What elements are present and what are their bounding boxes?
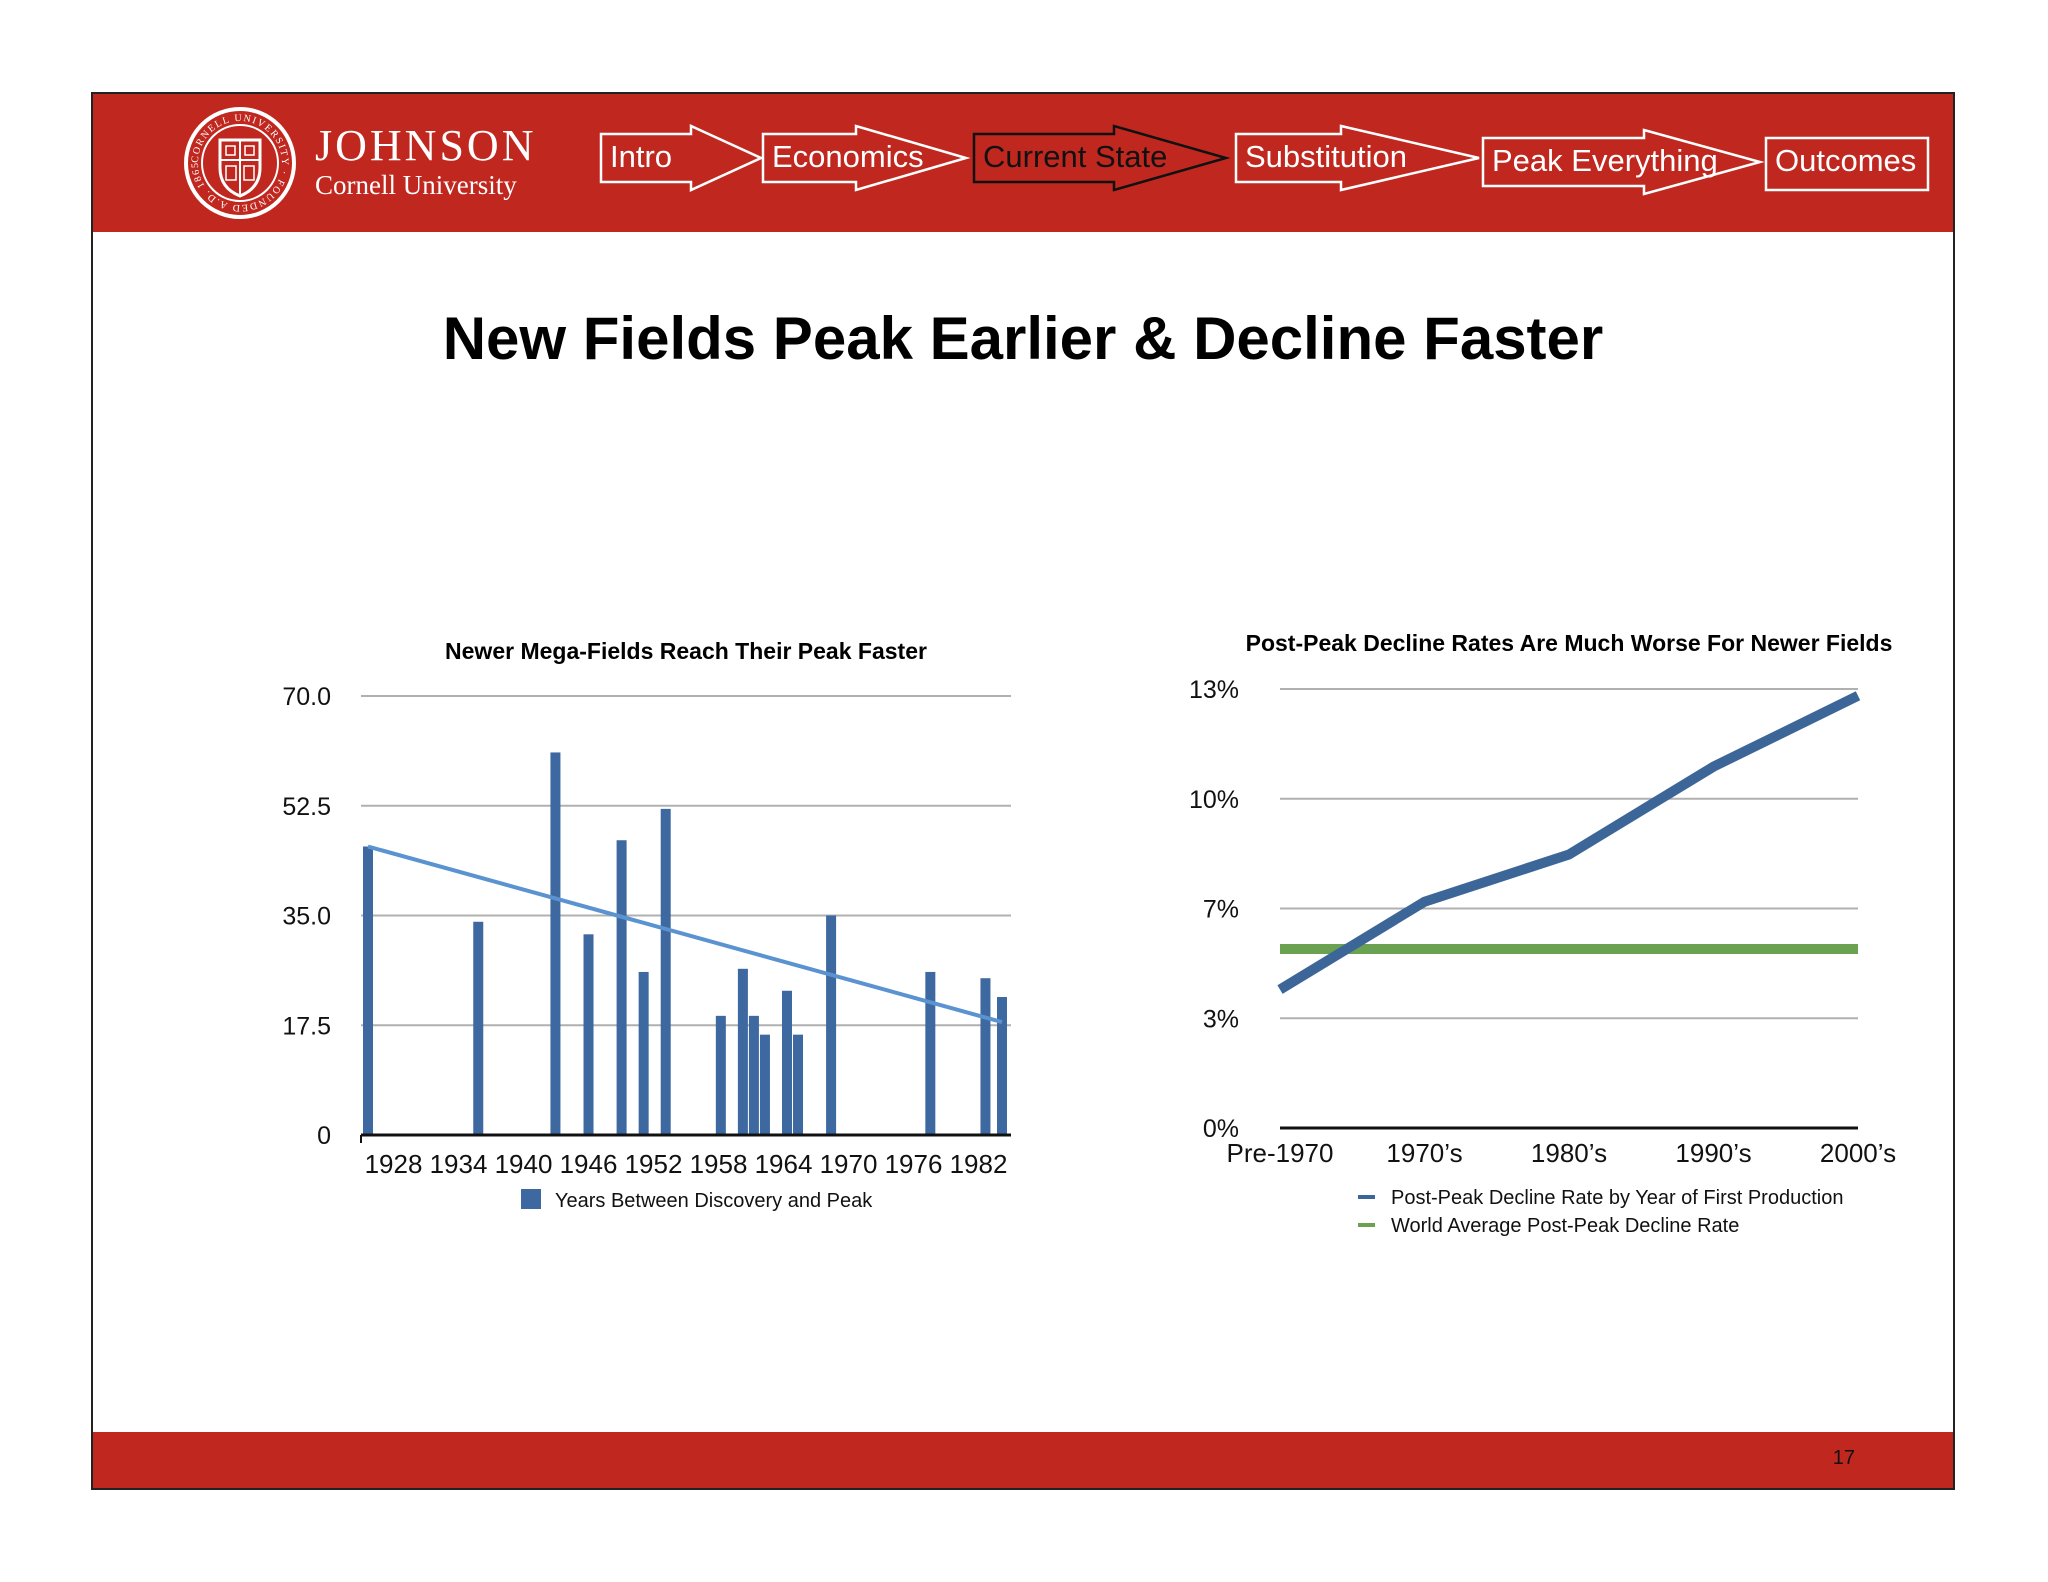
nav-current-state[interactable]: Current State: [983, 139, 1168, 174]
header-bar: CORNELL UNIVERSITY · FOUNDED A.D. 1865 J…: [93, 94, 1953, 232]
decline-rate-line: [1277, 691, 1861, 994]
bar: [980, 978, 991, 1135]
brand-name: JOHNSON: [315, 121, 537, 170]
bar-x-tick-label: 1946: [560, 1149, 618, 1179]
bar-y-tick-label: 0: [317, 1122, 331, 1150]
line-legend-label: Post-Peak Decline Rate by Year of First …: [1391, 1187, 1843, 1209]
bar: [997, 997, 1007, 1135]
bar: [638, 971, 649, 1135]
line-y-tick-label: 10%: [1189, 786, 1239, 814]
bar-chart: Newer Mega-Fields Reach Their Peak Faste…: [282, 638, 1011, 1212]
brand-logotype: JOHNSON Cornell University: [315, 121, 537, 201]
bar-chart-title: Newer Mega-Fields Reach Their Peak Faste…: [445, 638, 927, 664]
bar: [925, 971, 936, 1135]
line-y-tick-label: 0%: [1203, 1115, 1239, 1143]
cornell-seal-logo: CORNELL UNIVERSITY · FOUNDED A.D. 1865: [184, 107, 296, 219]
bar-x-tick-label: 1970: [820, 1149, 878, 1179]
bar-x-tick-label: 1940: [495, 1149, 553, 1179]
bar-x-tick-label: 1964: [755, 1149, 813, 1179]
nav-substitution[interactable]: Substitution: [1245, 139, 1407, 174]
line-chart: Post-Peak Decline Rates Are Much Worse F…: [1189, 630, 1896, 1237]
bar-y-tick-label: 35.0: [282, 903, 331, 931]
nav-outcomes[interactable]: Outcomes: [1775, 143, 1917, 178]
line-x-tick-label: 1970’s: [1386, 1138, 1462, 1168]
nav-intro[interactable]: Intro: [610, 139, 673, 174]
bar: [737, 968, 748, 1135]
bar: [550, 752, 561, 1135]
line-y-tick-label: 13%: [1189, 676, 1239, 704]
nav-economics[interactable]: Economics: [772, 139, 924, 174]
bar-x-tick-label: 1976: [885, 1149, 943, 1179]
bar-x-tick-label: 1928: [365, 1149, 423, 1179]
bar-x-tick-label: 1958: [690, 1149, 748, 1179]
slide: CORNELL UNIVERSITY · FOUNDED A.D. 1865 J…: [91, 92, 1955, 1490]
bar: [793, 1034, 804, 1135]
line-x-tick-label: Pre-1970: [1227, 1138, 1334, 1168]
bar-x-tick-label: 1934: [430, 1149, 488, 1179]
page-number: 17: [1832, 1447, 1855, 1469]
nav-arrows: [599, 124, 1930, 196]
bar-trendline: [367, 844, 1003, 1025]
line-y-tick-label: 3%: [1203, 1005, 1239, 1033]
slide-title: New Fields Peak Earlier & Decline Faster: [442, 305, 1604, 372]
bar: [583, 934, 594, 1135]
bar: [826, 915, 837, 1135]
bar-x-tick-label: 1952: [625, 1149, 683, 1179]
bar-y-tick-label: 70.0: [282, 683, 331, 711]
footer-bar: 17: [93, 1432, 1953, 1488]
line-y-tick-label: 7%: [1203, 896, 1239, 924]
bar-y-tick-label: 17.5: [282, 1012, 331, 1040]
line-chart-title: Post-Peak Decline Rates Are Much Worse F…: [1246, 630, 1893, 656]
bar: [616, 840, 627, 1135]
bar: [781, 990, 792, 1135]
bar-y-tick-label: 52.5: [282, 793, 331, 821]
bar: [715, 1015, 726, 1135]
line-legend-label: World Average Post-Peak Decline Rate: [1391, 1215, 1739, 1237]
bar: [363, 846, 373, 1135]
bar-legend-swatch: [521, 1189, 541, 1209]
bar: [660, 808, 671, 1135]
line-x-tick-label: 1990’s: [1675, 1138, 1751, 1168]
bar-x-tick-label: 1982: [950, 1149, 1008, 1179]
nav-peak-everything[interactable]: Peak Everything: [1492, 143, 1718, 178]
bar: [759, 1034, 770, 1135]
line-x-tick-label: 2000’s: [1820, 1138, 1896, 1168]
bar-legend-label: Years Between Discovery and Peak: [555, 1190, 873, 1212]
line-x-tick-label: 1980’s: [1531, 1138, 1607, 1168]
bar: [473, 921, 484, 1135]
brand-subtitle: Cornell University: [315, 170, 517, 200]
bar: [748, 1015, 759, 1135]
